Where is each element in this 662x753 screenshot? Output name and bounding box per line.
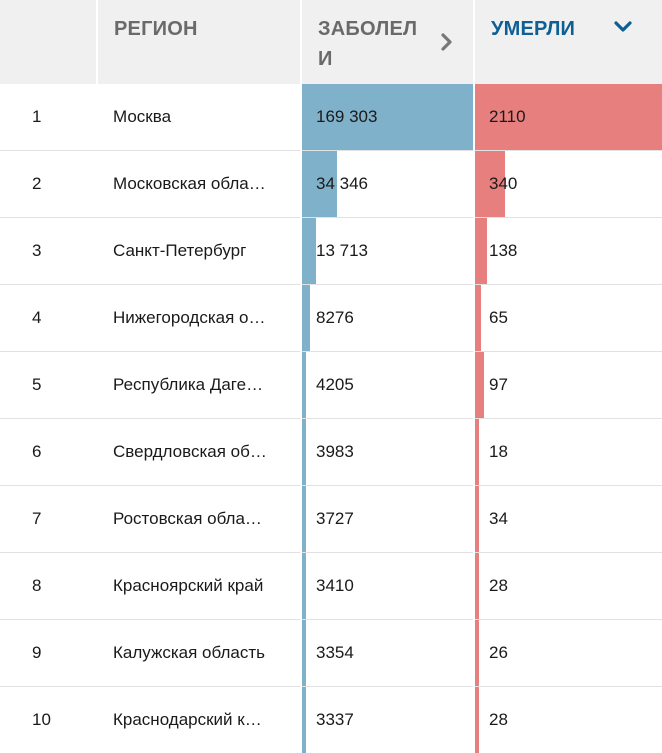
deaths-cell: 28: [474, 687, 662, 753]
rank-cell: 10: [0, 687, 97, 753]
region-cell: Краснодарский к…: [97, 687, 301, 753]
chevron-down-icon[interactable]: [613, 20, 633, 34]
region-cell: Ростовская обла…: [97, 486, 301, 553]
deaths-value: 26: [475, 643, 508, 662]
rank-cell: 7: [0, 486, 97, 553]
cases-cell: 13 713: [301, 218, 474, 285]
chevron-right-icon[interactable]: [440, 32, 454, 52]
cases-value: 3727: [302, 509, 354, 528]
rank-cell: 2: [0, 151, 97, 218]
deaths-value: 28: [475, 576, 508, 595]
cases-cell: 3410: [301, 553, 474, 620]
deaths-cell: 138: [474, 218, 662, 285]
cases-value: 3410: [302, 576, 354, 595]
rank-column-header: [0, 0, 97, 84]
cases-value: 34 346: [302, 174, 368, 193]
deaths-value: 28: [475, 710, 508, 729]
region-cell: Калужская область: [97, 620, 301, 687]
deaths-cell: 28: [474, 553, 662, 620]
deaths-value: 34: [475, 509, 508, 528]
cases-cell: 8276: [301, 285, 474, 352]
rank-cell: 1: [0, 84, 97, 151]
deaths-value: 65: [475, 308, 508, 327]
header-row: РЕГИОН ЗАБОЛЕЛИ УМЕРЛИ: [0, 0, 662, 84]
deaths-cell: 34: [474, 486, 662, 553]
deaths-value: 340: [475, 174, 517, 193]
cases-value: 13 713: [302, 241, 368, 260]
cases-value: 8276: [302, 308, 354, 327]
deaths-column-header[interactable]: УМЕРЛИ: [474, 0, 662, 84]
cases-cell: 4205: [301, 352, 474, 419]
region-cell: Свердловская об…: [97, 419, 301, 486]
rank-cell: 8: [0, 553, 97, 620]
cases-value: 3354: [302, 643, 354, 662]
rank-cell: 9: [0, 620, 97, 687]
region-cell: Московская обла…: [97, 151, 301, 218]
cases-cell: 34 346: [301, 151, 474, 218]
rank-cell: 4: [0, 285, 97, 352]
cases-cell: 3983: [301, 419, 474, 486]
region-header-label: РЕГИОН: [98, 0, 300, 44]
cases-column-header[interactable]: ЗАБОЛЕЛИ: [301, 0, 474, 84]
region-cell: Санкт-Петербург: [97, 218, 301, 285]
cases-cell: 169 303: [301, 84, 474, 151]
deaths-header-label: УМЕРЛИ: [475, 0, 662, 44]
cases-value: 169 303: [302, 107, 377, 126]
deaths-cell: 26: [474, 620, 662, 687]
cases-value: 3337: [302, 710, 354, 729]
cases-cell: 3354: [301, 620, 474, 687]
deaths-cell: 18: [474, 419, 662, 486]
region-cell: Красноярский край: [97, 553, 301, 620]
region-column-header[interactable]: РЕГИОН: [97, 0, 301, 84]
deaths-value: 138: [475, 241, 517, 260]
deaths-cell: 65: [474, 285, 662, 352]
rank-cell: 3: [0, 218, 97, 285]
cases-header-label: ЗАБОЛЕЛИ: [302, 0, 428, 74]
deaths-cell: 340: [474, 151, 662, 218]
rank-cell: 5: [0, 352, 97, 419]
deaths-value: 18: [475, 442, 508, 461]
deaths-value: 97: [475, 375, 508, 394]
rank-cell: 6: [0, 419, 97, 486]
cases-cell: 3337: [301, 687, 474, 753]
deaths-cell: 2110: [474, 84, 662, 151]
table-header: РЕГИОН ЗАБОЛЕЛИ УМЕРЛИ: [0, 0, 662, 84]
deaths-value: 2110: [475, 107, 526, 126]
cases-value: 3983: [302, 442, 354, 461]
region-cell: Республика Даге…: [97, 352, 301, 419]
cases-value: 4205: [302, 375, 354, 394]
cases-cell: 3727: [301, 486, 474, 553]
region-cell: Москва: [97, 84, 301, 151]
deaths-cell: 97: [474, 352, 662, 419]
region-cell: Нижегородская о…: [97, 285, 301, 352]
